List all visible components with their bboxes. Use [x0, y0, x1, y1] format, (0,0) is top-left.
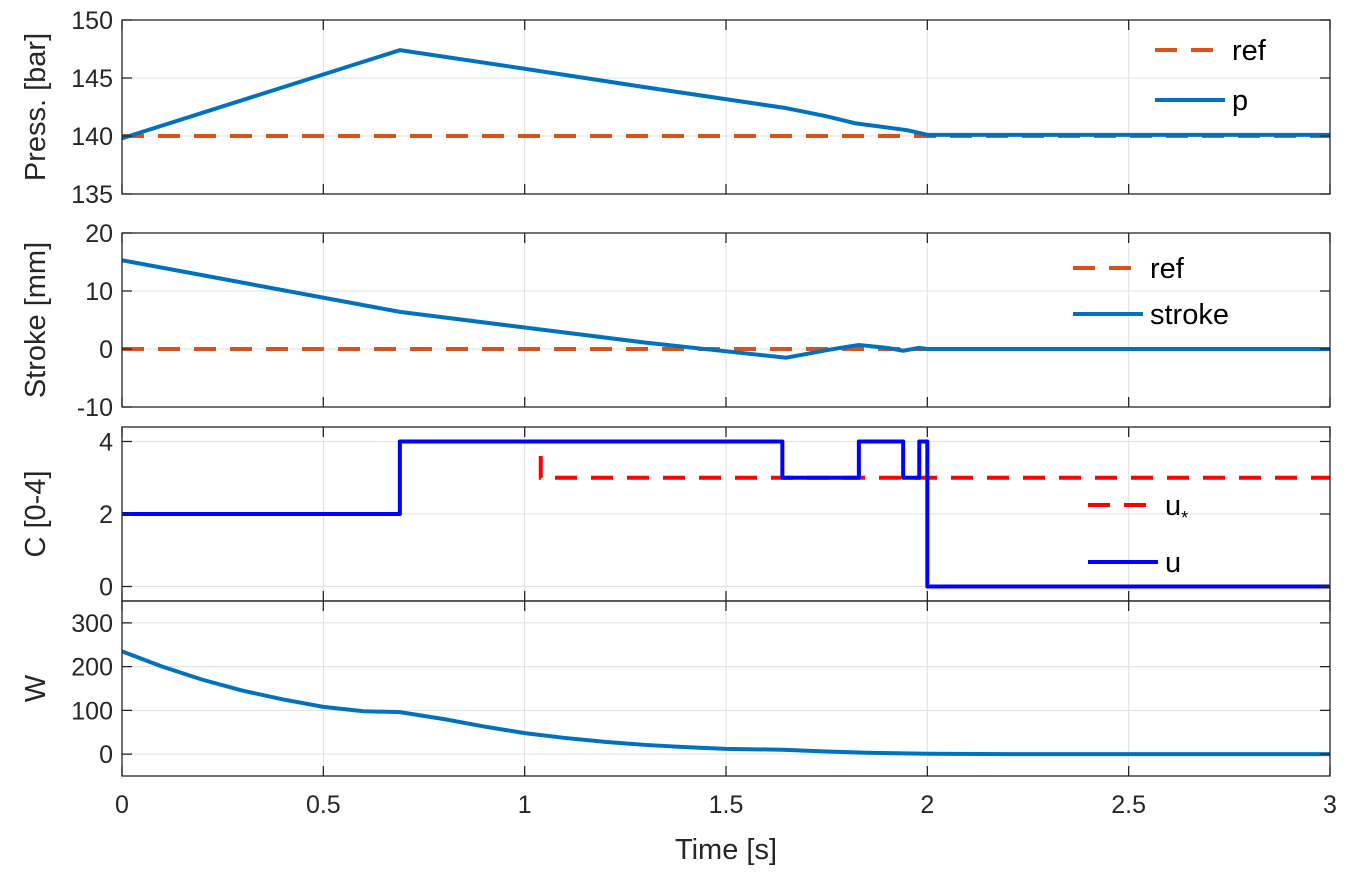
x-tick-label: 2.5 [1111, 791, 1146, 819]
legend: ref p [1155, 35, 1267, 117]
y-axis-label: C [0-4] [20, 470, 52, 557]
panel-3: 0 2 4 C [0-4] u* u [20, 426, 1331, 602]
series-line-u-star [538, 456, 1330, 480]
legend-label: ref [1232, 35, 1267, 67]
y-tick-label: 200 [71, 654, 113, 682]
y-tick-label: 0 [99, 741, 113, 769]
x-tick-label: 1 [518, 791, 532, 819]
y-tick-label: 145 [71, 65, 113, 93]
y-tick-label: 4 [99, 429, 113, 457]
series-line-u [122, 439, 1330, 589]
legend-label: u* [1165, 490, 1188, 528]
y-tick-label: -10 [77, 394, 113, 422]
legend: u* u [1088, 490, 1188, 579]
x-tick-label: 0 [115, 791, 129, 819]
panel-2: -10 0 10 20 Stroke [mm] ref stroke [20, 220, 1331, 422]
legend-label: p [1232, 85, 1248, 117]
y-tick-label: 10 [85, 278, 113, 306]
legend-label: ref [1150, 253, 1185, 285]
y-tick-label: 300 [71, 610, 113, 638]
x-tick-label: 1.5 [709, 791, 744, 819]
y-tick-label: 150 [71, 7, 113, 35]
y-tick-label: 135 [71, 181, 113, 209]
series-line-series-0 [122, 649, 1330, 757]
legend-label: u [1165, 547, 1181, 579]
legend: ref stroke [1073, 253, 1229, 331]
x-tick-label: 2 [920, 791, 934, 819]
series-line-p [122, 48, 1330, 141]
y-tick-label: 20 [85, 220, 113, 248]
x-tick-label: 0.5 [306, 791, 341, 819]
y-axis-label: W [20, 674, 52, 702]
y-tick-label: 2 [99, 501, 113, 529]
y-axis-label: Stroke [mm] [20, 242, 52, 398]
y-tick-label: 100 [71, 697, 113, 725]
legend-label: stroke [1150, 299, 1229, 331]
x-axis-label: Time [s] [675, 834, 777, 866]
y-tick-label: 0 [99, 336, 113, 364]
y-axis-label: Press. [bar] [20, 33, 52, 181]
series-line-stroke [122, 258, 1330, 360]
y-tick-label: 0 [99, 574, 113, 602]
y-tick-label: 140 [71, 123, 113, 151]
panel-1: 135 140 145 150 Press. [bar] ref p [20, 7, 1331, 209]
x-tick-label: 3 [1323, 791, 1337, 819]
panel-4: 0 100 200 300 W 0 0.5 1 1.5 2 2.5 3 Time [s] [20, 600, 1337, 866]
